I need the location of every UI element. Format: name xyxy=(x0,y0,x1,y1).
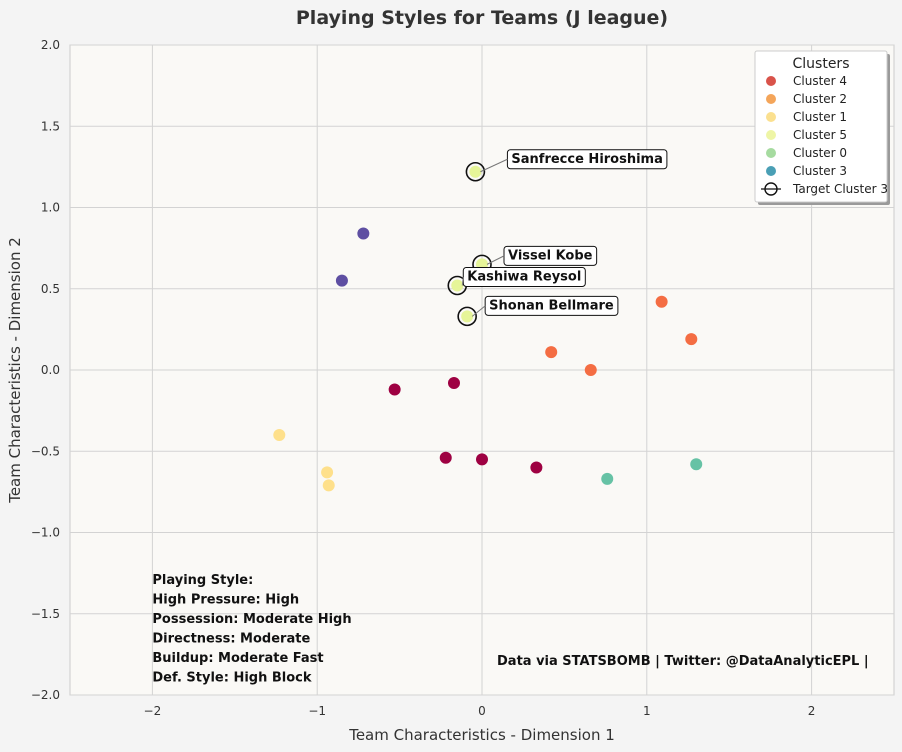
y-tick-label: −1.5 xyxy=(31,607,60,621)
legend-marker xyxy=(766,76,776,86)
data-point xyxy=(469,165,482,178)
data-point xyxy=(530,461,543,474)
legend-label: Cluster 5 xyxy=(793,128,847,142)
legend-marker xyxy=(766,130,776,140)
leader-line xyxy=(461,276,464,286)
data-point xyxy=(451,279,464,292)
chart-title: Playing Styles for Teams (J league) xyxy=(296,7,668,29)
highlight-ring xyxy=(465,161,486,182)
data-point xyxy=(476,453,488,466)
highlight-ring xyxy=(457,306,477,327)
x-tick-label: 1 xyxy=(643,704,651,718)
legend-marker xyxy=(766,166,776,176)
data-point xyxy=(321,466,334,479)
y-tick-label: −1.0 xyxy=(31,526,60,540)
y-tick-label: 1.0 xyxy=(41,201,60,215)
data-point xyxy=(439,451,452,464)
legend-title: Clusters xyxy=(793,56,850,72)
style-text-line: Buildup: Moderate Fast xyxy=(152,651,323,666)
legend-marker xyxy=(766,148,776,158)
legend-label: Cluster 3 xyxy=(793,164,847,178)
style-text-line: Def. Style: High Block xyxy=(152,671,311,686)
legend-label: Target Cluster 3 xyxy=(792,182,888,196)
legend-box xyxy=(754,50,888,203)
style-text-line: High Pressure: High xyxy=(152,593,299,608)
legend-label: Cluster 1 xyxy=(793,110,847,124)
leader-line xyxy=(486,255,505,265)
leader-line xyxy=(480,158,508,173)
team-label: Kashiwa Reysol xyxy=(467,270,581,285)
data-point xyxy=(601,472,614,485)
x-tick-label: 2 xyxy=(808,704,816,718)
data-point xyxy=(685,333,698,346)
team-label: Vissel Kobe xyxy=(508,248,593,263)
data-point xyxy=(655,295,668,308)
y-tick-label: 2.0 xyxy=(41,38,60,52)
y-tick-label: 0.5 xyxy=(41,282,60,296)
data-point xyxy=(335,274,348,287)
x-tick-label: −2 xyxy=(144,704,162,718)
y-axis-label: Team Characteristics - Dimension 2 xyxy=(6,237,24,504)
data-point xyxy=(545,346,558,359)
legend-marker xyxy=(764,182,778,196)
legend-label: Cluster 4 xyxy=(793,74,847,88)
data-point xyxy=(690,458,703,471)
x-axis-label: Team Characteristics - Dimension 1 xyxy=(348,726,615,744)
legend-marker xyxy=(766,94,776,104)
data-point xyxy=(461,310,474,323)
style-text-line: Directness: Moderate xyxy=(152,632,310,647)
x-tick-label: −1 xyxy=(308,704,326,718)
legend-label: Cluster 0 xyxy=(793,146,847,160)
style-text-line: Playing Style: xyxy=(152,573,253,588)
y-tick-label: 1.5 xyxy=(41,119,60,133)
y-tick-label: −2.0 xyxy=(31,688,60,702)
data-point xyxy=(273,429,286,441)
style-text-line: Possession: Moderate High xyxy=(152,612,351,627)
x-tick-label: 0 xyxy=(478,704,486,718)
team-label: Sanfrecce Hiroshima xyxy=(511,152,662,167)
legend-marker xyxy=(766,112,776,122)
data-point xyxy=(322,479,335,492)
leader-line xyxy=(471,305,486,317)
y-tick-label: −0.5 xyxy=(31,444,60,458)
data-point xyxy=(388,383,401,396)
team-label: Shonan Bellmare xyxy=(489,298,614,313)
data-point xyxy=(447,377,460,389)
data-point xyxy=(357,227,370,240)
data-point xyxy=(584,364,597,376)
credit-text: Data via STATSBOMB | Twitter: @DataAnaly… xyxy=(497,654,869,669)
legend-label: Cluster 2 xyxy=(793,92,847,106)
y-tick-label: 0.0 xyxy=(41,363,60,377)
